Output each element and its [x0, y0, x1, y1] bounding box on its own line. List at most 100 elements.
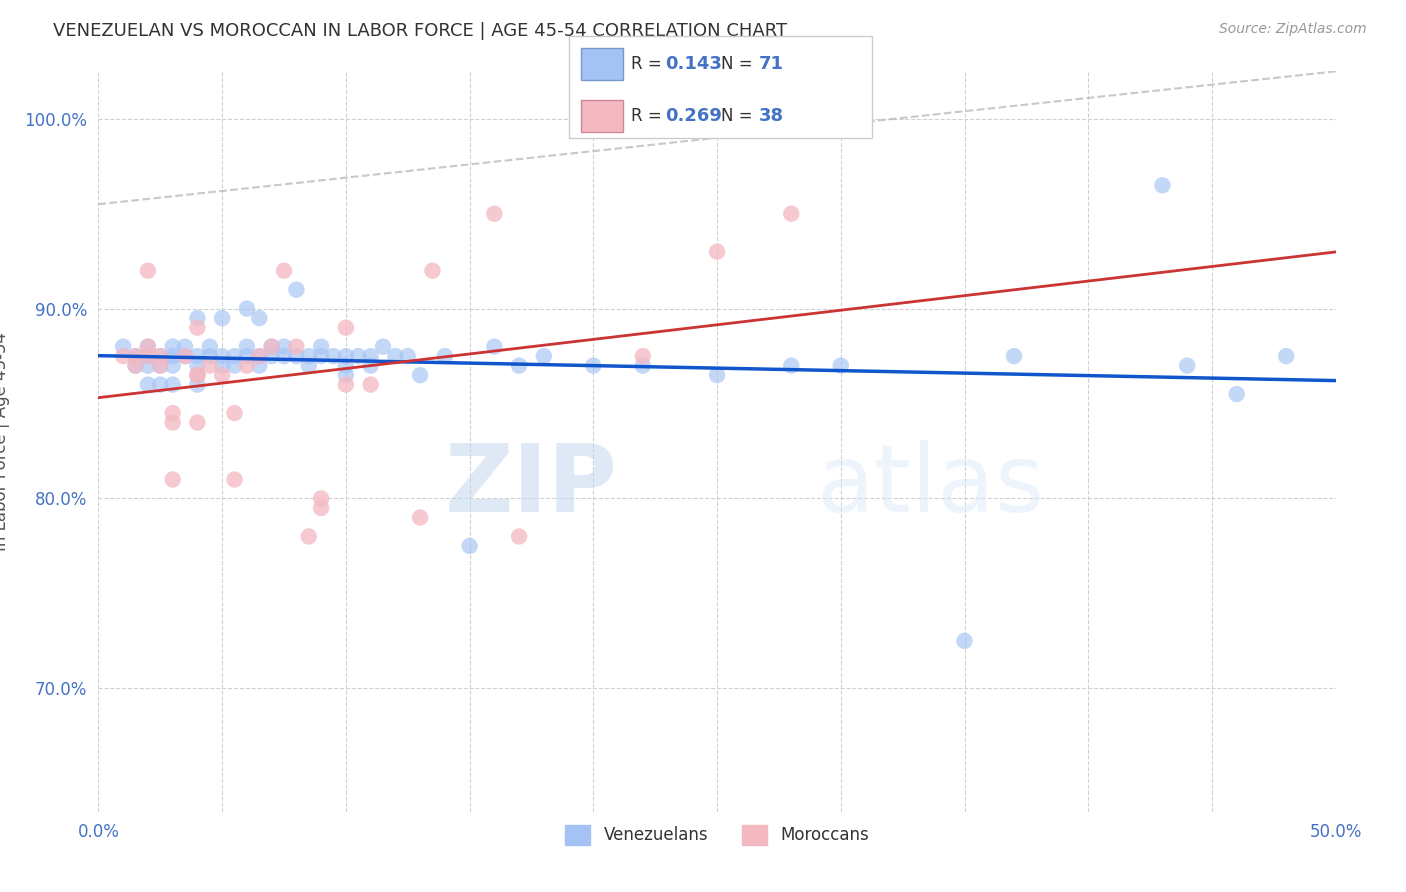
Point	[247, 311, 270, 326]
Point	[224, 406, 246, 420]
Point	[124, 349, 146, 363]
Point	[149, 359, 172, 373]
Point	[508, 359, 530, 373]
Point	[136, 340, 159, 354]
Point	[433, 349, 456, 363]
Point	[422, 263, 444, 277]
Text: VENEZUELAN VS MOROCCAN IN LABOR FORCE | AGE 45-54 CORRELATION CHART: VENEZUELAN VS MOROCCAN IN LABOR FORCE | …	[53, 22, 787, 40]
Point	[211, 359, 233, 373]
Point	[211, 349, 233, 363]
Point	[508, 529, 530, 543]
Point	[186, 377, 208, 392]
Point	[149, 377, 172, 392]
Point	[224, 349, 246, 363]
Point	[706, 244, 728, 259]
Point	[162, 349, 184, 363]
Point	[124, 359, 146, 373]
Y-axis label: In Labor Force | Age 45-54: In Labor Force | Age 45-54	[0, 332, 10, 551]
Point	[260, 349, 283, 363]
Point	[149, 349, 172, 363]
Point	[953, 633, 976, 648]
Point	[631, 359, 654, 373]
Point	[174, 349, 197, 363]
Point	[298, 349, 321, 363]
Point	[285, 349, 308, 363]
Point	[162, 406, 184, 420]
Point	[309, 349, 332, 363]
Point	[780, 359, 803, 373]
Point	[1275, 349, 1298, 363]
Point	[335, 320, 357, 334]
Point	[384, 349, 406, 363]
Point	[285, 283, 308, 297]
Point	[335, 377, 357, 392]
Point	[582, 359, 605, 373]
Point	[309, 500, 332, 515]
Point	[335, 359, 357, 373]
Point	[236, 349, 259, 363]
Text: R =: R =	[631, 107, 668, 125]
Point	[186, 368, 208, 383]
Text: R =: R =	[631, 55, 668, 73]
Point	[174, 349, 197, 363]
Point	[186, 349, 208, 363]
Point	[1002, 349, 1025, 363]
Point	[273, 349, 295, 363]
Point	[260, 340, 283, 354]
Point	[706, 368, 728, 383]
Point	[360, 349, 382, 363]
Point	[124, 359, 146, 373]
Point	[136, 340, 159, 354]
Point	[347, 349, 370, 363]
Point	[112, 340, 135, 354]
Text: N =: N =	[721, 107, 758, 125]
Point	[236, 340, 259, 354]
Point	[124, 349, 146, 363]
Point	[309, 340, 332, 354]
Point	[136, 349, 159, 363]
Point	[780, 207, 803, 221]
Point	[285, 340, 308, 354]
Text: N =: N =	[721, 55, 758, 73]
Point	[149, 349, 172, 363]
Point	[484, 340, 506, 354]
Point	[186, 368, 208, 383]
Point	[136, 349, 159, 363]
Point	[186, 416, 208, 430]
Legend: Venezuelans, Moroccans: Venezuelans, Moroccans	[558, 818, 876, 852]
Point	[224, 359, 246, 373]
Text: 0.269: 0.269	[665, 107, 721, 125]
Point	[186, 320, 208, 334]
Point	[484, 207, 506, 221]
Point	[458, 539, 481, 553]
Point	[360, 377, 382, 392]
Point	[273, 340, 295, 354]
Point	[211, 368, 233, 383]
Point	[298, 359, 321, 373]
Point	[162, 377, 184, 392]
Point	[198, 340, 221, 354]
Point	[236, 359, 259, 373]
Point	[1226, 387, 1249, 401]
Point	[136, 377, 159, 392]
Point	[162, 473, 184, 487]
Point	[162, 340, 184, 354]
Point	[409, 368, 432, 383]
Point	[224, 473, 246, 487]
Text: atlas: atlas	[815, 440, 1045, 532]
Point	[136, 263, 159, 277]
Point	[247, 359, 270, 373]
Point	[112, 349, 135, 363]
Point	[1175, 359, 1198, 373]
Text: 38: 38	[759, 107, 785, 125]
Point	[174, 340, 197, 354]
Point	[322, 349, 344, 363]
Point	[260, 340, 283, 354]
Point	[830, 359, 852, 373]
Text: 0.143: 0.143	[665, 55, 721, 73]
Point	[162, 359, 184, 373]
Point	[149, 359, 172, 373]
Point	[409, 510, 432, 524]
Point	[1152, 178, 1174, 193]
Point	[136, 359, 159, 373]
